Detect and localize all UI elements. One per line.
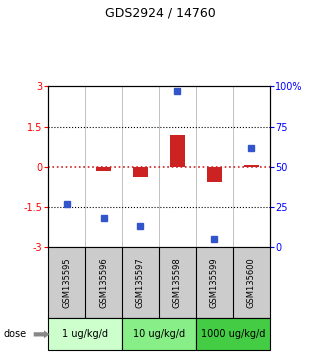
Text: 1000 ug/kg/d: 1000 ug/kg/d xyxy=(201,329,265,339)
Bar xyxy=(196,318,270,350)
Text: GSM135596: GSM135596 xyxy=(99,257,108,308)
Bar xyxy=(96,167,111,171)
Text: 1 ug/kg/d: 1 ug/kg/d xyxy=(62,329,108,339)
Text: dose: dose xyxy=(3,329,26,339)
Bar xyxy=(133,167,148,177)
Text: GDS2924 / 14760: GDS2924 / 14760 xyxy=(105,6,216,19)
Text: GSM135597: GSM135597 xyxy=(136,257,145,308)
Bar xyxy=(244,166,258,167)
Text: 10 ug/kg/d: 10 ug/kg/d xyxy=(133,329,185,339)
Text: GSM135599: GSM135599 xyxy=(210,257,219,308)
Text: GSM135598: GSM135598 xyxy=(173,257,182,308)
Text: GSM135600: GSM135600 xyxy=(247,257,256,308)
Bar xyxy=(207,167,221,182)
Bar xyxy=(170,135,185,167)
Text: GSM135595: GSM135595 xyxy=(62,257,71,308)
Bar xyxy=(122,318,196,350)
Bar xyxy=(48,318,122,350)
